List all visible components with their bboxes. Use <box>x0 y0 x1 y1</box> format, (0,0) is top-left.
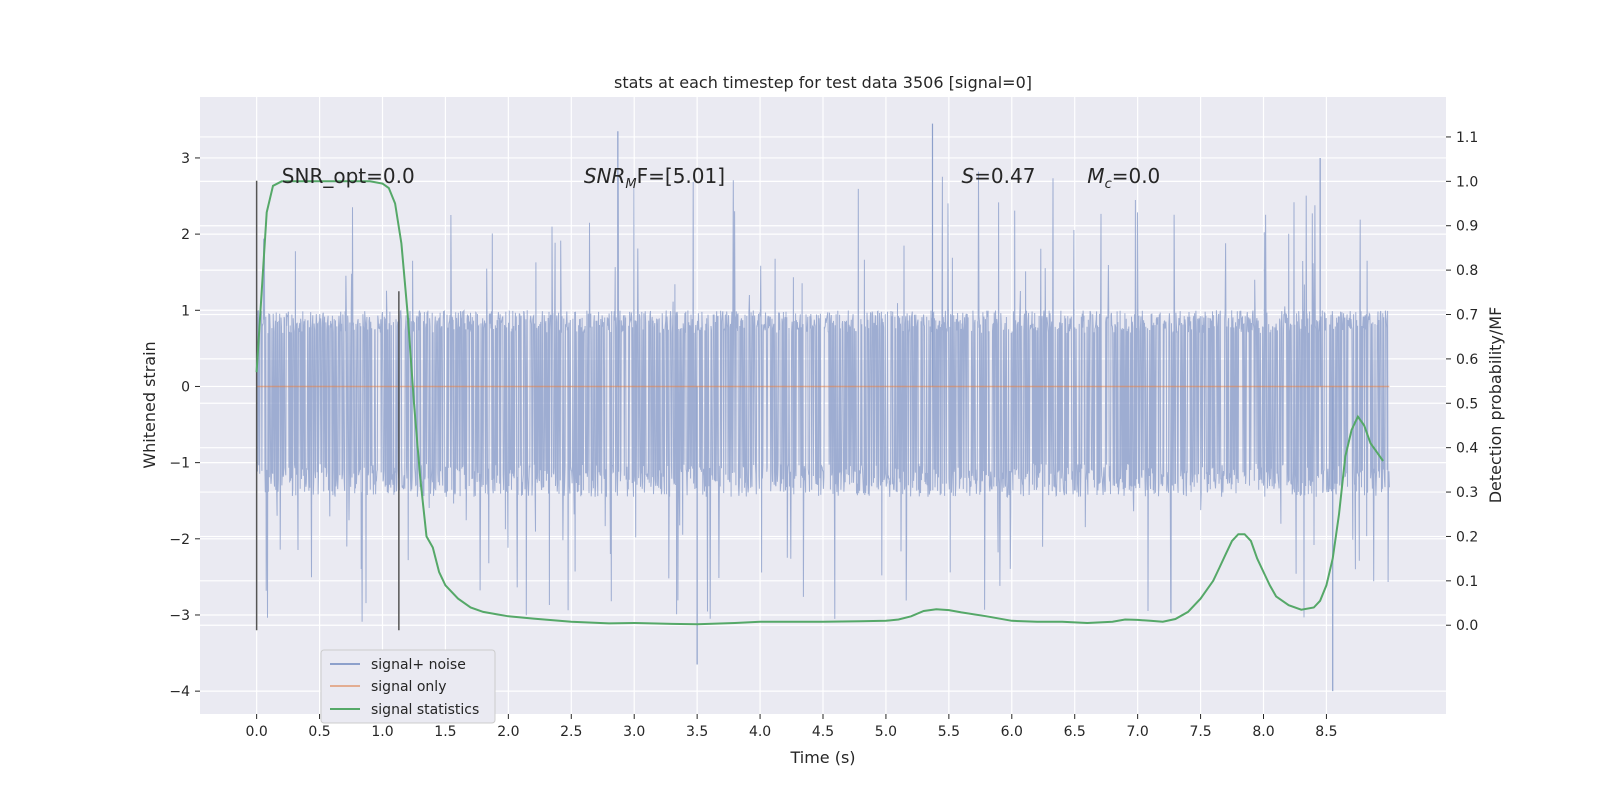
series-layer <box>255 123 1390 692</box>
legend-label-signal-noise: signal+ noise <box>371 657 466 673</box>
y-tick-label: −4 <box>169 684 190 700</box>
legend: signal+ noise signal only signal statist… <box>320 649 496 724</box>
x-tick-label: 4.5 <box>812 724 834 740</box>
x-axis-label: Time (s) <box>789 748 855 767</box>
y-axis-right-label: Detection probability/MF <box>1486 307 1505 504</box>
annotation-snr-mf-subscript: M <box>625 177 636 192</box>
y-right-tick-label: 0.8 <box>1456 263 1478 279</box>
x-tick-label: 4.0 <box>749 724 771 740</box>
signal-noise-line <box>256 171 1390 622</box>
x-tick-label: 8.5 <box>1315 724 1337 740</box>
y-right-tick-label: 0.5 <box>1456 396 1478 412</box>
y-tick-label: 2 <box>181 227 190 243</box>
annotation-mc: Mc=0.0 <box>1087 164 1160 192</box>
y-right-tick-label: 0.2 <box>1456 529 1478 545</box>
legend-label-signal-statistics: signal statistics <box>371 702 479 718</box>
x-tick-label: 7.0 <box>1127 724 1149 740</box>
y-tick-label: 1 <box>181 303 190 319</box>
y-tick-label: −3 <box>169 608 190 624</box>
annotation-layer: SNR_opt=0.0 SNRMF=[5.01] S=0.47 Mc=0.0 <box>282 164 1160 192</box>
annotation-mc-value: =0.0 <box>1112 164 1161 188</box>
y-tick-label: 3 <box>181 151 190 167</box>
y-right-tick-label: 1.0 <box>1456 174 1478 190</box>
x-tick-label: 0.5 <box>308 724 330 740</box>
y-axis-label: Whitened strain <box>140 341 159 468</box>
x-tick-label: 5.5 <box>938 724 960 740</box>
annotation-mc-name: M <box>1087 164 1104 188</box>
y-right-tick-label: 0.4 <box>1456 441 1478 457</box>
x-tick-label: 6.0 <box>1001 724 1023 740</box>
x-tick-label: 5.0 <box>875 724 897 740</box>
annotation-snr-mf-name: SNR <box>584 164 626 188</box>
annotation-s-name: S <box>961 164 974 188</box>
x-tick-label: 3.0 <box>623 724 645 740</box>
y-right-tick-label: 0.7 <box>1456 308 1478 324</box>
y-right-tick-label: 0.6 <box>1456 352 1478 368</box>
x-tick-label: 1.5 <box>434 724 456 740</box>
annotation-snr-mf-value: F=[5.01] <box>637 164 725 188</box>
chart-title: stats at each timestep for test data 350… <box>614 73 1032 92</box>
x-tick-label: 6.5 <box>1064 724 1086 740</box>
y-tick-label: −2 <box>169 532 190 548</box>
y-tick-label: −1 <box>169 456 190 472</box>
x-tick-label: 2.0 <box>497 724 519 740</box>
signal-statistics-line <box>255 180 1384 626</box>
y-right-tick-label: 0.1 <box>1456 574 1478 590</box>
x-tick-label: 2.5 <box>560 724 582 740</box>
annotation-s: S=0.47 <box>961 164 1035 188</box>
x-tick-label: 1.0 <box>371 724 393 740</box>
x-tick-label: 3.5 <box>686 724 708 740</box>
annotation-snr-mf: SNRMF=[5.01] <box>584 164 725 192</box>
y-right-tick-label: 1.1 <box>1456 130 1478 146</box>
y-right-tick-label: 0.9 <box>1456 219 1478 235</box>
y-right-tick-label: 0.3 <box>1456 485 1478 501</box>
annotation-mc-subscript: c <box>1105 177 1112 192</box>
ticks-layer: 0.0 0.5 1.0 1.5 2.0 2.5 3.0 3.5 4.0 4.5 5.0 5.5 6.0 6… <box>169 130 1478 740</box>
y-tick-label: 0 <box>181 379 190 395</box>
annotation-snr-opt: SNR_opt=0.0 <box>282 164 415 188</box>
x-tick-label: 7.5 <box>1189 724 1211 740</box>
x-tick-label: 0.0 <box>246 724 268 740</box>
legend-frame <box>320 649 496 724</box>
x-tick-label: 8.0 <box>1252 724 1274 740</box>
legend-label-signal-only: signal only <box>371 679 446 695</box>
y-right-tick-label: 0.0 <box>1456 618 1478 634</box>
annotation-s-value: =0.47 <box>974 164 1035 188</box>
